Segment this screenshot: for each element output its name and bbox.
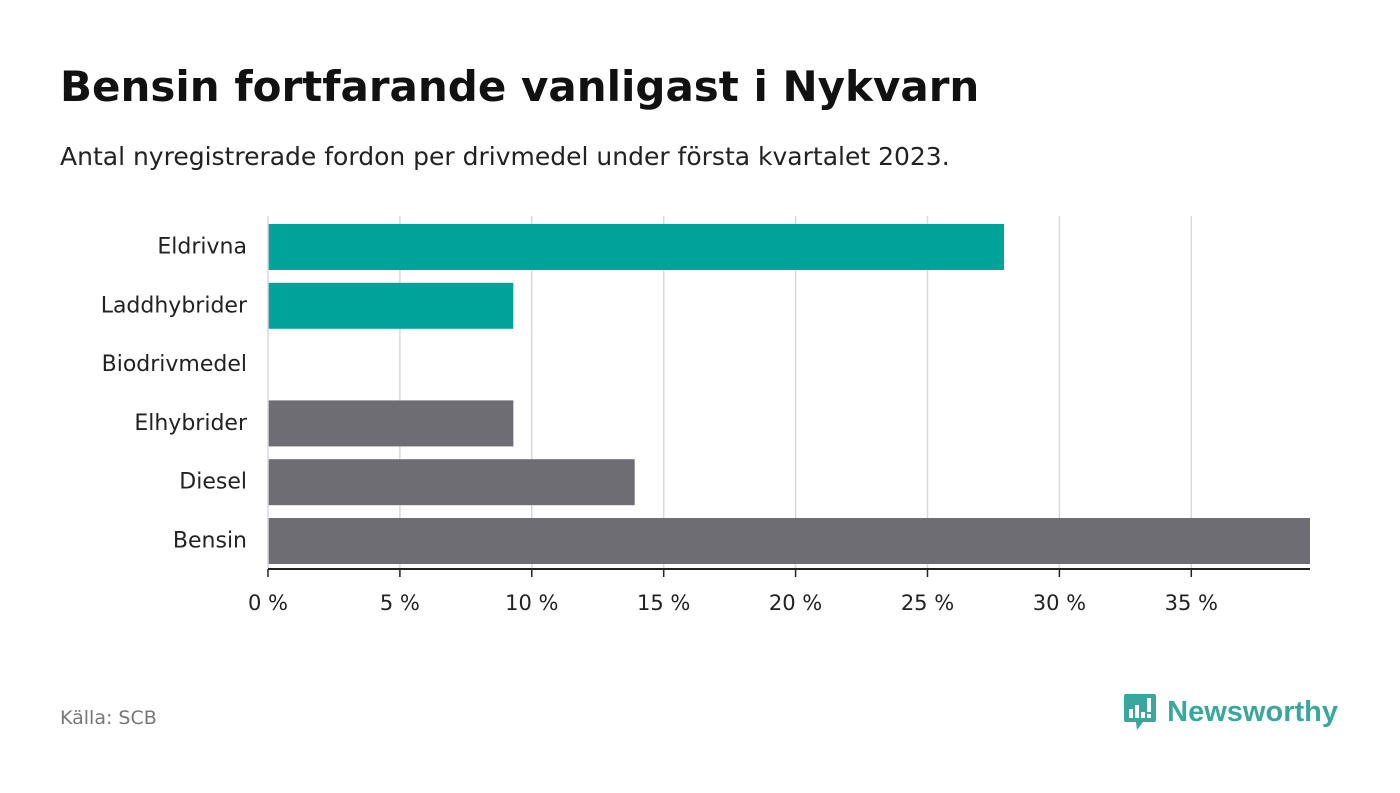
category-label: Bensin — [173, 529, 247, 554]
bar-bensin — [268, 518, 1310, 564]
x-tick-label: 10 % — [505, 591, 558, 615]
x-tick-label: 5 % — [380, 591, 420, 615]
bar-laddhybrider — [268, 282, 514, 329]
chart-subtitle: Antal nyregistrerade fordon per drivmede… — [60, 142, 950, 171]
bar-elhybrider — [268, 400, 514, 447]
x-tick-label: 0 % — [248, 591, 288, 615]
x-tick-label: 20 % — [769, 591, 822, 615]
x-tick-label: 25 % — [901, 591, 954, 615]
x-tick-label: 15 % — [637, 591, 690, 615]
brand-name: Newsworthy — [1167, 695, 1338, 728]
chart-title: Bensin fortfarande vanligast i Nykvarn — [60, 62, 980, 111]
x-tick-label: 35 % — [1165, 591, 1218, 615]
category-label: Laddhybrider — [101, 293, 248, 318]
source-note: Källa: SCB — [60, 707, 157, 729]
x-tick-label: 30 % — [1033, 591, 1086, 615]
newsworthy-logo-icon — [1124, 694, 1157, 730]
brand-logo: Newsworthy — [1123, 692, 1338, 732]
bar-eldrivna — [268, 224, 1004, 270]
category-label: Biodrivmedel — [102, 352, 247, 377]
category-label: Diesel — [179, 470, 247, 495]
bar-diesel — [268, 459, 635, 506]
category-label: Eldrivna — [157, 235, 247, 260]
category-label: Elhybrider — [134, 411, 248, 436]
